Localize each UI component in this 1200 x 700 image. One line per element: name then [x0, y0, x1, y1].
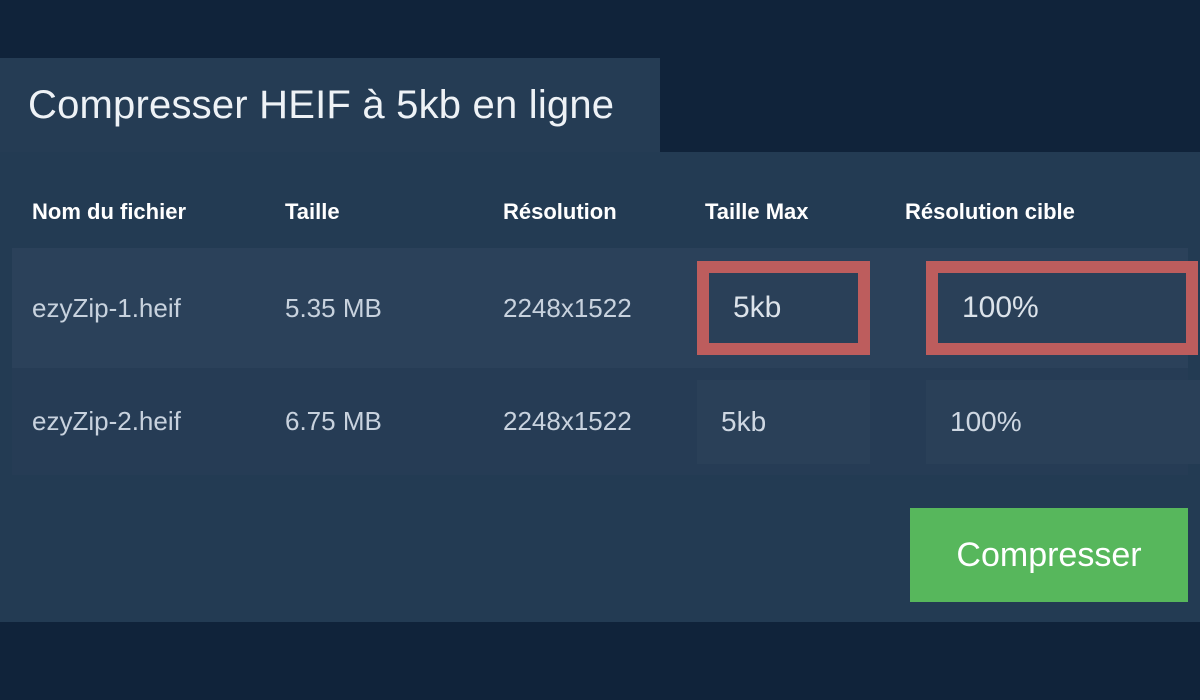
max-size-input[interactable]: 5kb: [697, 379, 870, 464]
compress-button[interactable]: Compresser: [910, 508, 1188, 602]
max-size-input[interactable]: 5kb: [697, 261, 870, 355]
column-header-filename: Nom du fichier: [32, 198, 187, 224]
table-header-row: Nom du fichier Taille Résolution Taille …: [12, 175, 1188, 248]
cell-max-size: 5kb: [697, 261, 905, 355]
cell-target-resolution: 100%: [905, 261, 1198, 355]
compression-panel: Nom du fichier Taille Résolution Taille …: [0, 152, 1200, 622]
column-header-max-size: Taille Max: [705, 198, 809, 224]
column-header-target-resolution: Résolution cible: [905, 198, 1075, 224]
column-header-resolution: Résolution: [503, 198, 617, 224]
target-resolution-input[interactable]: 100%: [926, 379, 1200, 464]
cell-size: 5.35 MB: [285, 292, 382, 323]
page-title: Compresser HEIF à 5kb en ligne: [28, 82, 615, 127]
cell-resolution: 2248x1522: [503, 406, 632, 436]
cell-target-resolution: 100%: [905, 379, 1200, 464]
cell-size: 6.75 MB: [285, 406, 382, 436]
cell-filename: ezyZip-2.heif: [32, 406, 181, 436]
cell-max-size: 5kb: [697, 379, 905, 464]
cell-resolution: 2248x1522: [503, 292, 632, 323]
page-title-bar: Compresser HEIF à 5kb en ligne: [0, 58, 660, 152]
table-row: ezyZip-2.heif 6.75 MB 2248x1522 5kb 100%: [12, 368, 1200, 475]
table-row: ezyZip-1.heif 5.35 MB 2248x1522 5kb 100%: [12, 248, 1198, 368]
file-table: Nom du fichier Taille Résolution Taille …: [12, 175, 1200, 475]
cell-filename: ezyZip-1.heif: [32, 292, 181, 323]
target-resolution-input[interactable]: 100%: [926, 261, 1198, 355]
column-header-size: Taille: [285, 198, 340, 224]
